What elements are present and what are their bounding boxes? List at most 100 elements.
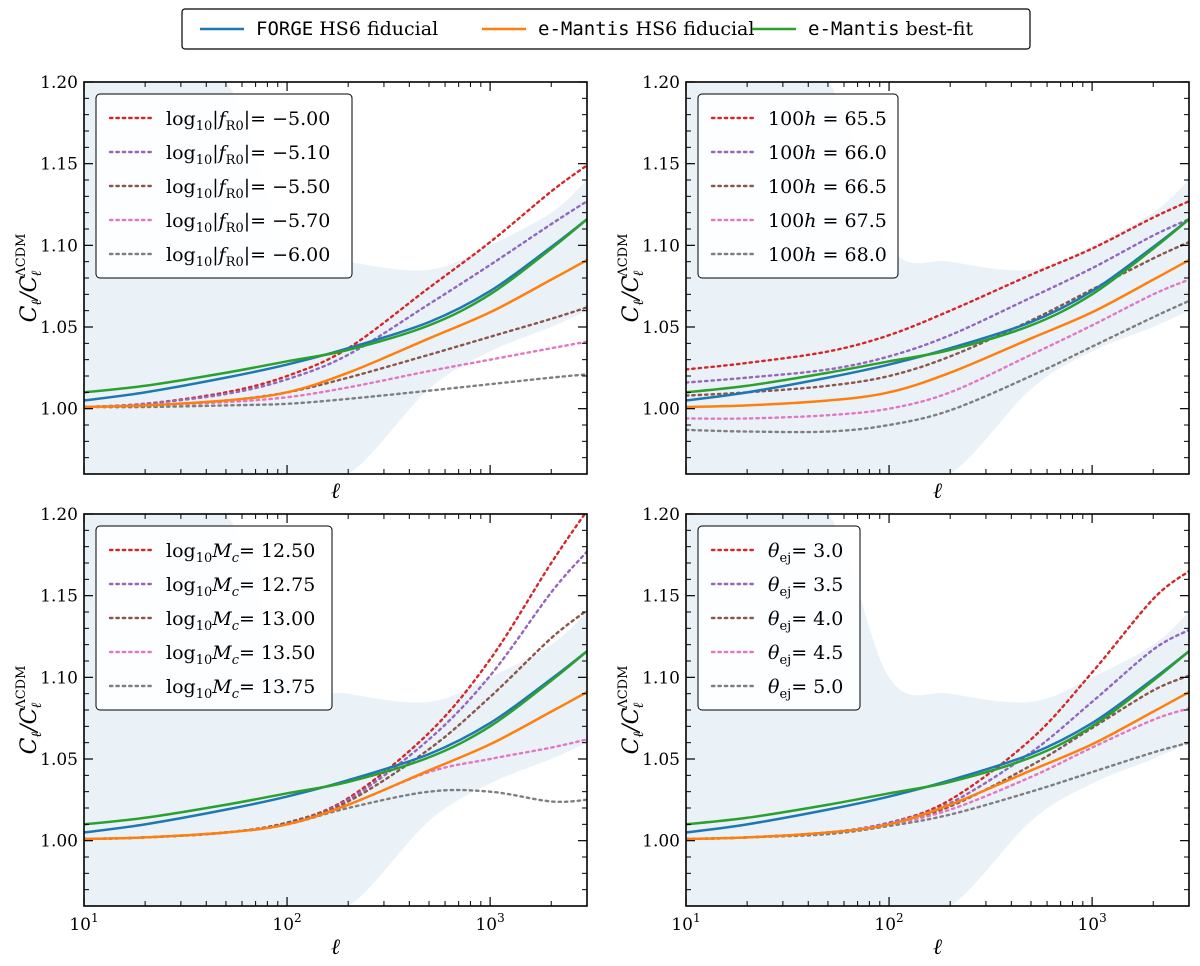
y-tick-label: 1.10 — [642, 668, 680, 688]
panel-legend-frame — [697, 93, 899, 279]
panel-legend-entry: θej= 3.5 — [710, 574, 843, 600]
x-axis-label: ℓ — [331, 479, 341, 504]
panel-legend-entry: θej= 4.5 — [710, 642, 843, 668]
y-tick-label: 1.00 — [40, 400, 78, 420]
y-tick-label: 1.00 — [642, 400, 680, 420]
x-tick-label: 103 — [1077, 911, 1106, 935]
y-tick-label: 1.00 — [642, 832, 680, 852]
y-tick-label: 1.15 — [40, 155, 78, 175]
panel-legend-entry: θej= 5.0 — [710, 676, 843, 702]
panel-legend-label: log10Mc= 12.75 — [166, 574, 315, 600]
solid-series-line — [686, 218, 1189, 394]
dotted-series-line — [686, 218, 1189, 384]
panel-legend-entry: log10Mc= 12.75 — [108, 574, 315, 600]
panel-top-right: 1.00 1.05 1.10 1.15 1.20 ℓ Cℓ/CℓΛCDM 100h = 65.… — [616, 73, 1190, 504]
panel-legend-entry: log10|fR0|= −5.50 — [108, 176, 330, 202]
solid-series-line — [686, 690, 1189, 841]
top-legend-entry: FORGE HS6 fiducial — [200, 18, 438, 40]
y-tick-label: 1.20 — [642, 505, 680, 525]
y-axis-label: Cℓ/CℓΛCDM — [14, 234, 45, 323]
y-axis-label: Cℓ/CℓΛCDM — [616, 234, 647, 323]
y-tick-label: 1.20 — [40, 505, 78, 525]
panel-legend-entry: log10Mc= 13.75 — [108, 676, 315, 702]
panel-legend-entry: 100h = 68.0 — [710, 244, 887, 266]
solid-series-line — [686, 218, 1189, 402]
solid-series-line — [84, 650, 587, 826]
panel-legend: log10|fR0|= −5.00 log10|fR0|= −5.10 log10|… — [95, 93, 353, 279]
dotted-series-line — [84, 200, 587, 409]
panel-bottom-left: 1.00 1.05 1.10 1.15 1.20 101 102 103 ℓ Cℓ/CℓΛCDM l… — [14, 505, 588, 960]
y-tick-label: 1.15 — [642, 155, 680, 175]
panel-legend-entry: 100h = 67.5 — [710, 210, 887, 232]
panel-legend-entry: θej= 4.0 — [710, 608, 843, 634]
dotted-series-line — [686, 240, 1189, 397]
solid-series-line — [84, 690, 587, 841]
panel-legend: θej= 3.0 θej= 3.5 θej= 4.0 θej= 4.5 θej= 5.0 — [697, 525, 861, 711]
top-legend-label: e-Mantis best-fit — [808, 18, 973, 40]
panel-legend-label: θej= 3.0 — [768, 540, 843, 566]
dotted-series-line — [686, 200, 1189, 371]
dotted-series-line — [686, 299, 1189, 434]
panel-legend-entry: log10Mc= 13.00 — [108, 608, 315, 634]
top-legend-label: e-Mantis HS6 fiducial — [538, 18, 754, 40]
panel-legend: 100h = 65.5 100h = 66.0 100h = 66.5 100h = … — [697, 93, 899, 279]
dotted-series-line — [686, 278, 1189, 420]
top-legend-label: FORGE HS6 fiducial — [256, 18, 438, 40]
panel-legend-label: log10Mc= 13.00 — [166, 608, 315, 634]
dotted-series-line — [84, 373, 587, 409]
panel-legend-label: θej= 5.0 — [768, 676, 843, 702]
panel-legend-frame — [95, 93, 353, 279]
panel-legend-frame — [697, 525, 861, 711]
panel-top-left: 1.00 1.05 1.10 1.15 1.20 ℓ Cℓ/CℓΛCDM log10|fR0|… — [14, 73, 588, 504]
panel-legend-label: log10Mc= 12.50 — [166, 540, 315, 566]
solid-series-line — [686, 650, 1189, 826]
panel-legend-entry: log10|fR0|= −5.70 — [108, 210, 330, 236]
panel-legend-entry: log10|fR0|= −5.00 — [108, 108, 330, 134]
x-tick-label: 101 — [69, 911, 98, 935]
y-axis-label: Cℓ/CℓΛCDM — [14, 666, 45, 755]
panel-legend-label: log10Mc= 13.75 — [166, 676, 315, 702]
x-tick-label: 102 — [874, 911, 903, 935]
x-axis-label: ℓ — [933, 935, 943, 960]
solid-series-line — [84, 218, 587, 402]
y-tick-label: 1.10 — [642, 236, 680, 256]
panel-legend-entry: 100h = 65.5 — [710, 108, 887, 130]
y-tick-label: 1.00 — [40, 832, 78, 852]
panel-legend-label: θej= 4.0 — [768, 608, 843, 634]
panel-legend-label: 100h = 68.0 — [768, 244, 887, 266]
panel-legend-entry: θej= 3.0 — [710, 540, 843, 566]
y-tick-label: 1.10 — [40, 668, 78, 688]
panel-legend-label: log10Mc= 13.50 — [166, 642, 315, 668]
solid-series-line — [84, 218, 587, 394]
panel-legend-label: log10|fR0|= −5.70 — [166, 210, 330, 236]
panel-legend-entry: 100h = 66.0 — [710, 142, 887, 164]
y-tick-label: 1.05 — [40, 318, 78, 338]
x-tick-label: 103 — [475, 911, 504, 935]
solid-series-line — [686, 258, 1189, 409]
x-tick-label: 102 — [272, 911, 301, 935]
x-axis-label: ℓ — [933, 479, 943, 504]
y-tick-label: 1.05 — [642, 318, 680, 338]
panel-legend-entry: log10Mc= 13.50 — [108, 642, 315, 668]
top-legend-frame — [181, 8, 1031, 50]
top-legend-entry: e-Mantis best-fit — [752, 18, 973, 40]
y-axis-label: Cℓ/CℓΛCDM — [616, 666, 647, 755]
y-tick-label: 1.15 — [642, 587, 680, 607]
panel-legend-entry: log10|fR0|= −5.10 — [108, 142, 330, 168]
panel-legend-label: 100h = 65.5 — [768, 108, 887, 130]
panel-legend-label: 100h = 66.0 — [768, 142, 887, 164]
panel-legend-entry: 100h = 66.5 — [710, 176, 887, 198]
solid-series-line — [84, 258, 587, 409]
panel-legend-label: 100h = 67.5 — [768, 210, 887, 232]
panel-legend-label: log10|fR0|= −5.10 — [166, 142, 330, 168]
y-tick-label: 1.15 — [40, 587, 78, 607]
panel-legend-label: θej= 3.5 — [768, 574, 843, 600]
panel-legend-label: θej= 4.5 — [768, 642, 843, 668]
x-axis-label: ℓ — [331, 935, 341, 960]
panel-legend-entry: log10Mc= 12.50 — [108, 540, 315, 566]
panel-legend-entry: log10|fR0|= −6.00 — [108, 244, 330, 270]
x-tick-label: 101 — [671, 911, 700, 935]
y-tick-label: 1.20 — [40, 73, 78, 93]
solid-series-line — [686, 650, 1189, 834]
